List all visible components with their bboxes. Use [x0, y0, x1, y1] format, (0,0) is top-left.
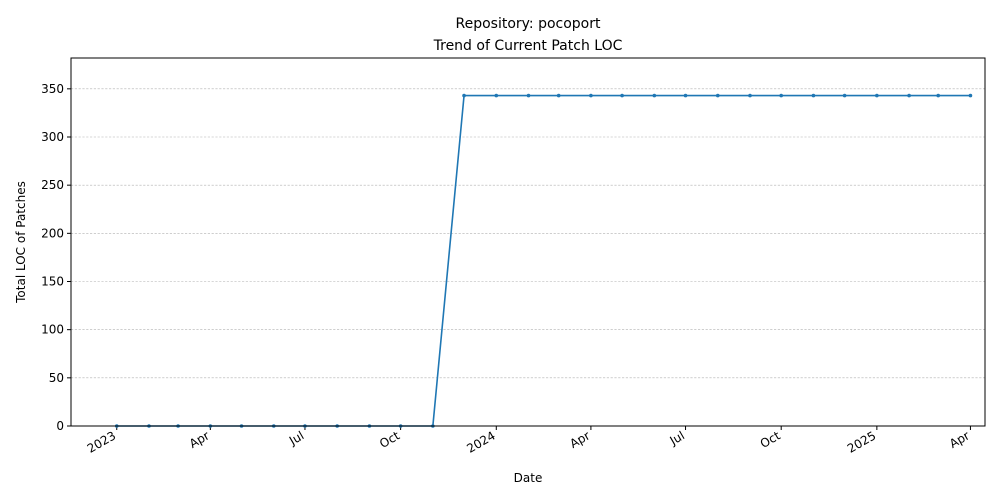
data-point	[936, 93, 941, 98]
data-point	[715, 93, 720, 98]
chart-subtitle: Trend of Current Patch LOC	[433, 38, 623, 54]
x-tick-label: Jul	[667, 428, 687, 448]
x-tick-label: Apr	[947, 428, 972, 451]
x-tick-label: Apr	[567, 428, 592, 451]
data-point	[620, 93, 624, 98]
x-tick-label: 2024	[464, 428, 497, 455]
data-point	[494, 93, 499, 98]
data-point	[842, 93, 847, 98]
x-axis-label: Date	[514, 471, 543, 485]
y-tick-label: 50	[49, 371, 64, 385]
chart-title: Repository: pocoport	[455, 16, 601, 32]
x-tick-label: 2023	[85, 428, 118, 455]
data-point	[811, 93, 816, 98]
x-tick-label: 2025	[845, 428, 878, 455]
data-point	[526, 93, 531, 98]
data-point	[968, 93, 973, 98]
y-tick-label: 0	[56, 419, 64, 433]
data-point	[779, 93, 783, 98]
x-tick-label: Oct	[377, 428, 402, 451]
y-tick-label: 100	[41, 323, 64, 337]
data-point	[556, 93, 561, 98]
x-axis-ticks: 2023 Apr Jul Oct 2024 Apr Jul Oct 2025 Apr	[85, 426, 972, 456]
y-tick-label: 350	[41, 82, 64, 96]
data-point	[748, 93, 752, 98]
x-tick-label: Apr	[187, 428, 212, 451]
gridlines	[71, 88, 985, 427]
x-tick-label: Jul	[286, 428, 306, 448]
y-tick-label: 250	[41, 178, 64, 192]
x-tick-label: Oct	[758, 428, 783, 451]
data-point	[652, 93, 657, 98]
y-tick-label: 200	[41, 226, 64, 240]
y-tick-label: 300	[41, 130, 64, 144]
plot-frame	[70, 57, 986, 427]
series-line	[116, 94, 971, 427]
y-axis-label: Total LOC of Patches	[14, 181, 28, 304]
data-point	[589, 93, 593, 98]
y-tick-label: 150	[41, 274, 64, 288]
data-point	[907, 93, 911, 98]
data-point	[462, 93, 466, 98]
data-point	[683, 93, 688, 98]
y-axis-ticks: 0 50 100 150 200 250 300 350	[41, 82, 71, 433]
data-point	[875, 93, 879, 98]
